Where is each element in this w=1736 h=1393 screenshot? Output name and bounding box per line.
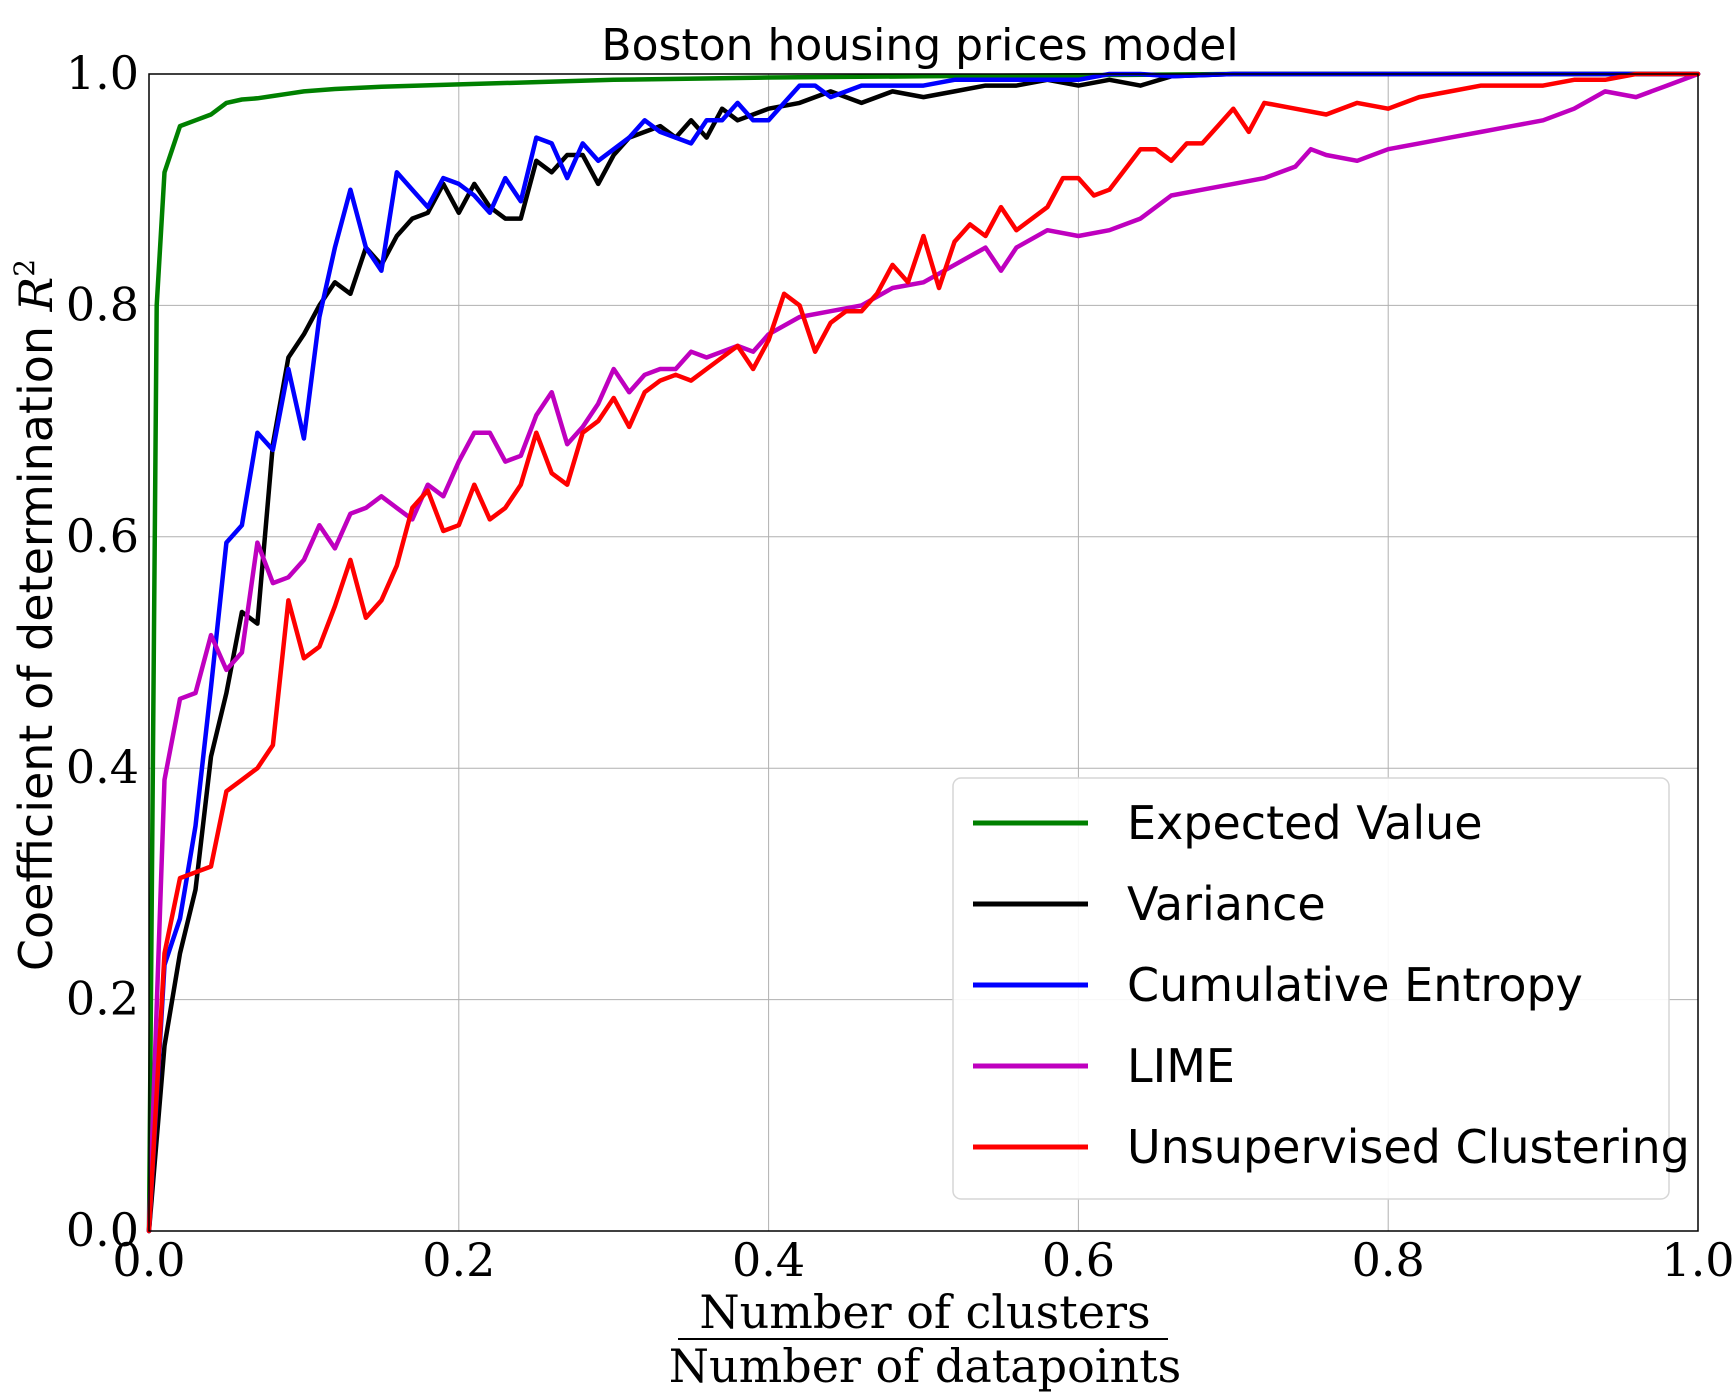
y-axis-label: Coefficient of determination R2 — [8, 259, 63, 971]
legend-label-lime: LIME — [1127, 1039, 1235, 1093]
y-tick-label: 0.4 — [66, 740, 139, 794]
series-line-cumulative-entropy — [146, 71, 1701, 1234]
grid — [148, 73, 1699, 1232]
y-axis-label-superscript: 2 — [8, 259, 41, 277]
x-tick-label: 0.8 — [1352, 1233, 1425, 1287]
legend-label-cumulative-entropy: Cumulative Entropy — [1127, 958, 1583, 1012]
x-axis-label-numerator: Number of clusters — [699, 1285, 1150, 1339]
y-tick-label: 0.6 — [66, 509, 139, 563]
legend-label-unsupervised-clustering: Unsupervised Clustering — [1127, 1120, 1690, 1174]
tick-labels: 0.0 0.2 0.4 0.6 0.8 1.0 0.0 0.2 0.4 0.6 0.8 1.0 — [66, 46, 1735, 1287]
legend-label-expected-value: Expected Value — [1127, 796, 1483, 850]
y-axis-label-symbol: R — [9, 277, 63, 313]
legend-frame — [952, 777, 1670, 1200]
series-line-variance — [146, 71, 1701, 1234]
x-tick-label: 0.0 — [112, 1233, 185, 1287]
x-tick-label: 0.6 — [1042, 1233, 1115, 1287]
y-tick-label: 0.2 — [66, 972, 139, 1026]
y-tick-label: 1.0 — [66, 46, 139, 100]
y-tick-label: 0.0 — [66, 1203, 139, 1257]
y-axis-label-text: Coefficient of determination — [9, 311, 63, 971]
series-line-lime — [146, 71, 1701, 1234]
legend: Expected Value Variance Cumulative Entropy… — [952, 777, 1690, 1200]
x-tick-label: 0.4 — [732, 1233, 805, 1287]
y-tick-label: 0.8 — [66, 277, 139, 331]
series-line-unsupervised-clustering — [146, 71, 1701, 1234]
x-tick-label: 1.0 — [1661, 1233, 1734, 1287]
series-layer — [146, 71, 1701, 1234]
chart-title: Boston housing prices model — [601, 20, 1238, 71]
legend-label-variance: Variance — [1127, 877, 1326, 931]
plot-frame — [148, 73, 1699, 1232]
x-axis-label-denominator: Number of datapoints — [669, 1339, 1181, 1393]
x-tick-label: 0.2 — [422, 1233, 495, 1287]
